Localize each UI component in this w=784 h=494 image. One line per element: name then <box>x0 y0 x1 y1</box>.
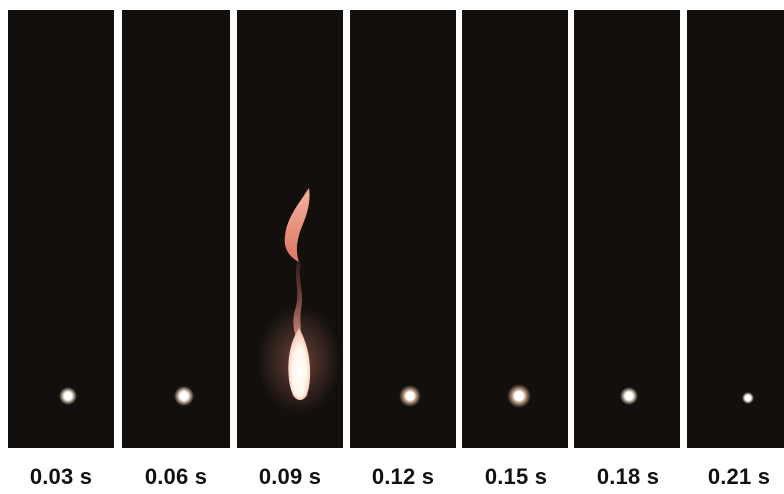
droplet-image-1 <box>59 387 77 405</box>
frame-7 <box>687 10 784 448</box>
droplet-image-6 <box>620 387 638 405</box>
time-label-5: 0.15 s <box>484 464 548 489</box>
droplet-image-5 <box>507 384 531 408</box>
time-label-1: 0.03 s <box>29 464 93 489</box>
time-label-7: 0.21 s <box>707 464 771 489</box>
time-label-6: 0.18 s <box>596 464 660 489</box>
frame-3 <box>237 10 343 448</box>
frame-4 <box>350 10 456 448</box>
flame-image-3 <box>257 188 341 415</box>
time-label-3: 0.09 s <box>258 464 322 489</box>
droplet-image-2 <box>174 386 194 406</box>
time-label-2: 0.06 s <box>144 464 208 489</box>
droplet-image-4 <box>399 385 421 407</box>
time-label-4: 0.12 s <box>371 464 435 489</box>
frame-1 <box>8 10 114 448</box>
frame-5 <box>462 10 568 448</box>
frame-2 <box>122 10 230 448</box>
droplet-image-7 <box>742 392 754 404</box>
frame-6 <box>574 10 680 448</box>
